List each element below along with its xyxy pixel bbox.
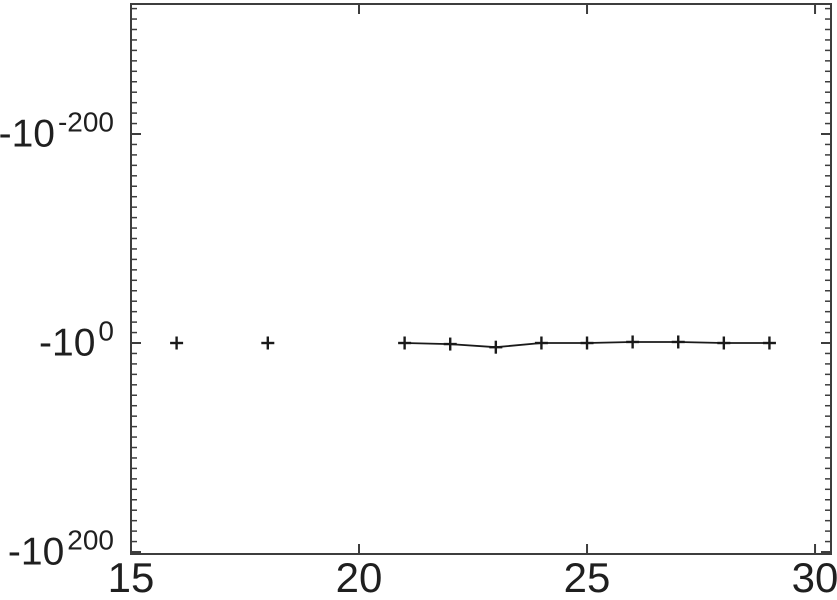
x-tick-label-25: 25 <box>563 554 611 600</box>
data-series <box>170 335 776 354</box>
plus-marker <box>762 336 776 350</box>
y-tick-base: -10 <box>0 112 55 156</box>
y-tick-base: -10 <box>39 321 96 365</box>
y-tick-label-bottom: -10 200 <box>7 526 114 574</box>
y-tick-label-top: -10 -200 <box>0 108 114 156</box>
x-tick-label-15: 15 <box>107 554 155 600</box>
plus-marker <box>170 336 184 350</box>
y-tick-exponent: 200 <box>67 524 114 556</box>
axis-frame <box>130 3 832 555</box>
x-tick-label-30: 30 <box>791 554 837 600</box>
x-tick-label-20: 20 <box>335 554 383 600</box>
plus-marker <box>443 337 457 351</box>
plus-marker <box>626 335 640 349</box>
plus-marker <box>534 336 548 350</box>
plus-marker <box>580 336 594 350</box>
plus-marker <box>671 335 685 349</box>
tick-marks <box>130 5 830 554</box>
y-tick-base: -10 <box>7 530 65 574</box>
plus-marker <box>398 336 412 350</box>
y-tick-exponent: 0 <box>98 315 114 347</box>
plus-marker <box>717 336 731 350</box>
y-tick-exponent: -200 <box>57 106 114 138</box>
plus-marker <box>261 336 275 350</box>
y-tick-label-middle: -10 0 <box>39 317 114 365</box>
plus-marker <box>489 340 503 354</box>
